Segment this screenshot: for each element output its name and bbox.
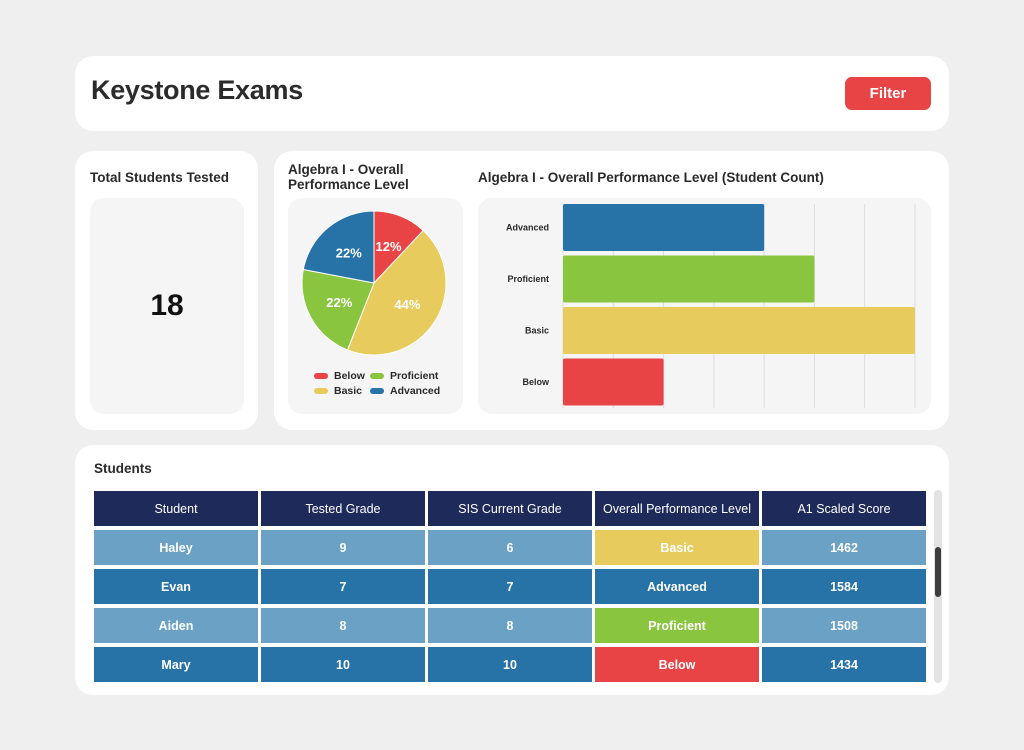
cell-score: 1434 <box>762 647 926 682</box>
pie-slice-label-below: 12% <box>376 239 402 254</box>
pie-slice-advanced[interactable] <box>302 210 375 284</box>
students-table: Student Tested Grade SIS Current Grade O… <box>91 487 929 686</box>
table-row[interactable]: Mary 10 10 Below 1434 <box>94 647 926 682</box>
legend-swatch-basic <box>314 388 328 394</box>
cell-score: 1508 <box>762 608 926 643</box>
bar-category-label-below: Below <box>522 377 550 387</box>
pie-chart-panel: 12% 44% 22% 22% Below Proficient Basic Adva… <box>288 198 463 414</box>
pie-legend: Below Proficient Basic Advanced <box>314 370 454 397</box>
total-students-title: Total Students Tested <box>90 170 230 185</box>
table-row[interactable]: Haley 9 6 Basic 1462 <box>94 530 926 565</box>
cell-sis-grade: 6 <box>428 530 592 565</box>
legend-swatch-proficient <box>370 373 384 379</box>
legend-swatch-below <box>314 373 328 379</box>
charts-card: Algebra I - Overall Performance Level Al… <box>274 151 949 430</box>
column-header-score[interactable]: A1 Scaled Score <box>762 491 926 526</box>
cell-student: Haley <box>94 530 258 565</box>
bar-chart-title: Algebra I - Overall Performance Level (S… <box>478 170 824 185</box>
cell-sis-grade: 7 <box>428 569 592 604</box>
bar-advanced[interactable] <box>563 204 765 251</box>
cell-sis-grade: 8 <box>428 608 592 643</box>
cell-performance: Advanced <box>595 569 759 604</box>
bar-chart: Advanced Proficient Basic Below <box>506 204 916 408</box>
cell-sis-grade: 10 <box>428 647 592 682</box>
cell-tested-grade: 10 <box>261 647 425 682</box>
table-scrollbar-thumb[interactable] <box>935 547 941 597</box>
legend-label: Below <box>334 370 365 382</box>
table-header-row: Student Tested Grade SIS Current Grade O… <box>94 491 926 526</box>
students-card: Students Student Tested Grade SIS Curren… <box>75 445 949 695</box>
cell-tested-grade: 8 <box>261 608 425 643</box>
legend-label: Proficient <box>390 370 439 382</box>
cell-student: Aiden <box>94 608 258 643</box>
pie-slice-label-proficient: 22% <box>326 295 352 310</box>
pie-chart: 12% 44% 22% 22% <box>301 210 447 356</box>
pie-chart-title: Algebra I - Overall Performance Level <box>288 162 409 192</box>
legend-item-basic: Basic <box>314 385 370 397</box>
cell-tested-grade: 7 <box>261 569 425 604</box>
header-card: Keystone Exams Filter <box>75 56 949 131</box>
bar-proficient[interactable] <box>563 255 815 303</box>
total-students-value: 18 <box>150 289 184 322</box>
cell-performance: Basic <box>595 530 759 565</box>
legend-item-below: Below <box>314 370 370 382</box>
cell-student: Evan <box>94 569 258 604</box>
cell-performance: Proficient <box>595 608 759 643</box>
table-row[interactable]: Evan 7 7 Advanced 1584 <box>94 569 926 604</box>
cell-score: 1584 <box>762 569 926 604</box>
legend-label: Basic <box>334 385 363 397</box>
legend-item-proficient: Proficient <box>370 370 450 382</box>
page-title: Keystone Exams <box>91 75 303 105</box>
cell-student: Mary <box>94 647 258 682</box>
bar-category-label-advanced: Advanced <box>506 223 549 233</box>
cell-tested-grade: 9 <box>261 530 425 565</box>
pie-slice-basic[interactable] <box>346 229 447 356</box>
column-header-performance[interactable]: Overall Performance Level <box>595 491 759 526</box>
bar-category-label-basic: Basic <box>525 326 549 336</box>
bar-below[interactable] <box>563 358 664 406</box>
cell-score: 1462 <box>762 530 926 565</box>
bar-chart-panel: Advanced Proficient Basic Below <box>478 198 931 414</box>
column-header-sis-grade[interactable]: SIS Current Grade <box>428 491 592 526</box>
bar-basic[interactable] <box>563 307 915 354</box>
legend-label: Advanced <box>390 385 441 397</box>
pie-slice-label-basic: 44% <box>394 297 420 312</box>
total-students-card: Total Students Tested 18 <box>75 151 258 430</box>
filter-button[interactable]: Filter <box>845 77 931 110</box>
pie-slice-proficient[interactable] <box>301 268 375 351</box>
students-title: Students <box>94 461 152 476</box>
column-header-student[interactable]: Student <box>94 491 258 526</box>
total-students-panel: 18 <box>90 198 244 414</box>
legend-item-advanced: Advanced <box>370 385 450 397</box>
pie-slice-label-advanced: 22% <box>336 245 362 260</box>
table-row[interactable]: Aiden 8 8 Proficient 1508 <box>94 608 926 643</box>
bar-category-label-proficient: Proficient <box>507 274 549 284</box>
legend-swatch-advanced <box>370 388 384 394</box>
cell-performance: Below <box>595 647 759 682</box>
column-header-tested-grade[interactable]: Tested Grade <box>261 491 425 526</box>
